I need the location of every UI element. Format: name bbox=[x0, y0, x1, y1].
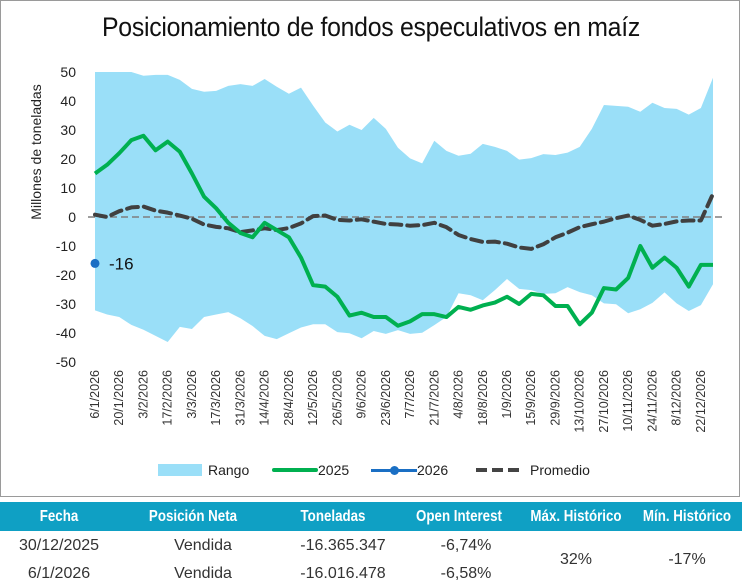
x-tick-label: 7/7/2026 bbox=[403, 370, 417, 419]
x-tick-label: 4/8/2026 bbox=[452, 370, 466, 419]
series-2025-line bbox=[93, 133, 713, 328]
y-tick-label: 30 bbox=[60, 122, 76, 138]
legend-label: Rango bbox=[208, 462, 250, 478]
header-open-interest: Open Interest bbox=[416, 507, 502, 525]
legend-label: 2026 bbox=[417, 462, 449, 478]
cell-fecha: 6/1/2026 bbox=[27, 565, 91, 582]
x-tick-label: 29/9/2026 bbox=[548, 370, 562, 426]
y-tick-label: -50 bbox=[56, 354, 76, 370]
cell-min-historico: -17% bbox=[668, 551, 706, 568]
y-tick-label: -30 bbox=[56, 296, 76, 312]
x-tick-label: 8/12/2026 bbox=[670, 370, 684, 426]
y-tick-label: -10 bbox=[56, 238, 76, 254]
x-tick-label: 23/6/2026 bbox=[379, 370, 393, 426]
cell-open-interest: -6,58% bbox=[440, 565, 492, 582]
header-max-historico: Máx. Histórico bbox=[530, 507, 622, 525]
y-tick-label: 0 bbox=[68, 209, 76, 225]
cell-toneladas: -16.016.478 bbox=[300, 565, 386, 582]
legend-label: 2025 bbox=[318, 462, 350, 478]
legend-item-2025: 2025 bbox=[272, 462, 349, 478]
x-tick-label: 26/5/2026 bbox=[330, 370, 344, 426]
legend-swatch-line-marker bbox=[371, 465, 417, 475]
series-2026-data-label: -16 bbox=[109, 254, 134, 273]
x-tick-label: 1/9/2026 bbox=[500, 370, 514, 419]
series-2026-point bbox=[90, 258, 100, 268]
y-tick-label: 40 bbox=[60, 93, 76, 109]
legend-swatch-band bbox=[158, 464, 202, 476]
legend-item-rango: Rango bbox=[158, 462, 249, 478]
chart-plot: -16 50 40 30 20 10 0 -10 -20 -30 -40 -50 6/1/2026 2… bbox=[28, 64, 722, 433]
x-tick-label: 3/3/2026 bbox=[185, 370, 199, 419]
cell-max-historico: 32% bbox=[559, 551, 593, 568]
cell-open-interest: -6,74% bbox=[440, 537, 492, 554]
x-tick-label: 18/8/2026 bbox=[476, 370, 490, 426]
x-tick-label: 17/3/2026 bbox=[209, 370, 223, 426]
x-tick-label: 27/10/2026 bbox=[597, 370, 611, 433]
x-tick-label: 22/12/2026 bbox=[694, 370, 708, 433]
cell-fecha: 30/12/2025 bbox=[18, 537, 100, 554]
y-axis-label: Millones de toneladas bbox=[28, 84, 44, 219]
x-tick-label: 14/4/2026 bbox=[258, 370, 272, 426]
series-promedio-line bbox=[93, 191, 715, 251]
header-posicion-neta: Posición Neta bbox=[148, 507, 238, 525]
legend-label: Promedio bbox=[530, 462, 590, 478]
x-tick-label: 15/9/2026 bbox=[524, 370, 538, 426]
table-body: 30/12/2025 Vendida -16.365.347 -6,74% 6/… bbox=[0, 531, 742, 585]
x-tick-label: 21/7/2026 bbox=[427, 370, 441, 426]
header-fecha: Fecha bbox=[39, 507, 79, 525]
cell-toneladas: -16.365.347 bbox=[300, 537, 386, 554]
x-tick-label: 3/2/2026 bbox=[136, 370, 150, 419]
table-header: Fecha Posición Neta Toneladas Open Inter… bbox=[0, 502, 742, 531]
y-tick-label: 20 bbox=[60, 151, 76, 167]
x-tick-label: 20/1/2026 bbox=[112, 370, 126, 426]
legend-swatch-dashed bbox=[476, 468, 522, 472]
x-tick-label: 17/2/2026 bbox=[161, 370, 175, 426]
y-tick-label: 10 bbox=[60, 180, 76, 196]
legend-item-promedio: Promedio bbox=[476, 462, 590, 478]
chart-frame bbox=[0, 0, 740, 497]
legend-item-2026: 2026 bbox=[371, 462, 448, 478]
positions-table: Fecha Posición Neta Toneladas Open Inter… bbox=[0, 502, 742, 585]
chart-legend: Rango 2025 2026 Promedio bbox=[0, 462, 742, 484]
chart-title: Posicionamiento de fondos especulativos … bbox=[102, 12, 640, 42]
y-tick-label: -40 bbox=[56, 325, 76, 341]
x-tick-label: 24/11/2026 bbox=[645, 370, 659, 432]
x-tick-label: 10/11/2026 bbox=[621, 370, 635, 432]
range-band bbox=[95, 72, 713, 342]
x-tick-label: 28/4/2026 bbox=[282, 370, 296, 426]
cell-posicion: Vendida bbox=[174, 537, 232, 554]
legend-swatch-line bbox=[272, 468, 318, 472]
x-tick-label: 9/6/2026 bbox=[355, 370, 369, 419]
x-tick-label: 6/1/2026 bbox=[88, 370, 102, 419]
x-tick-label: 31/3/2026 bbox=[233, 370, 247, 426]
y-tick-label: 50 bbox=[60, 64, 76, 80]
header-min-historico: Mín. Histórico bbox=[642, 507, 732, 525]
x-tick-label: 12/5/2026 bbox=[306, 370, 320, 426]
header-toneladas: Toneladas bbox=[300, 507, 366, 525]
cell-posicion: Vendida bbox=[174, 565, 232, 582]
y-tick-label: -20 bbox=[56, 267, 76, 283]
x-tick-label: 13/10/2026 bbox=[573, 370, 587, 433]
